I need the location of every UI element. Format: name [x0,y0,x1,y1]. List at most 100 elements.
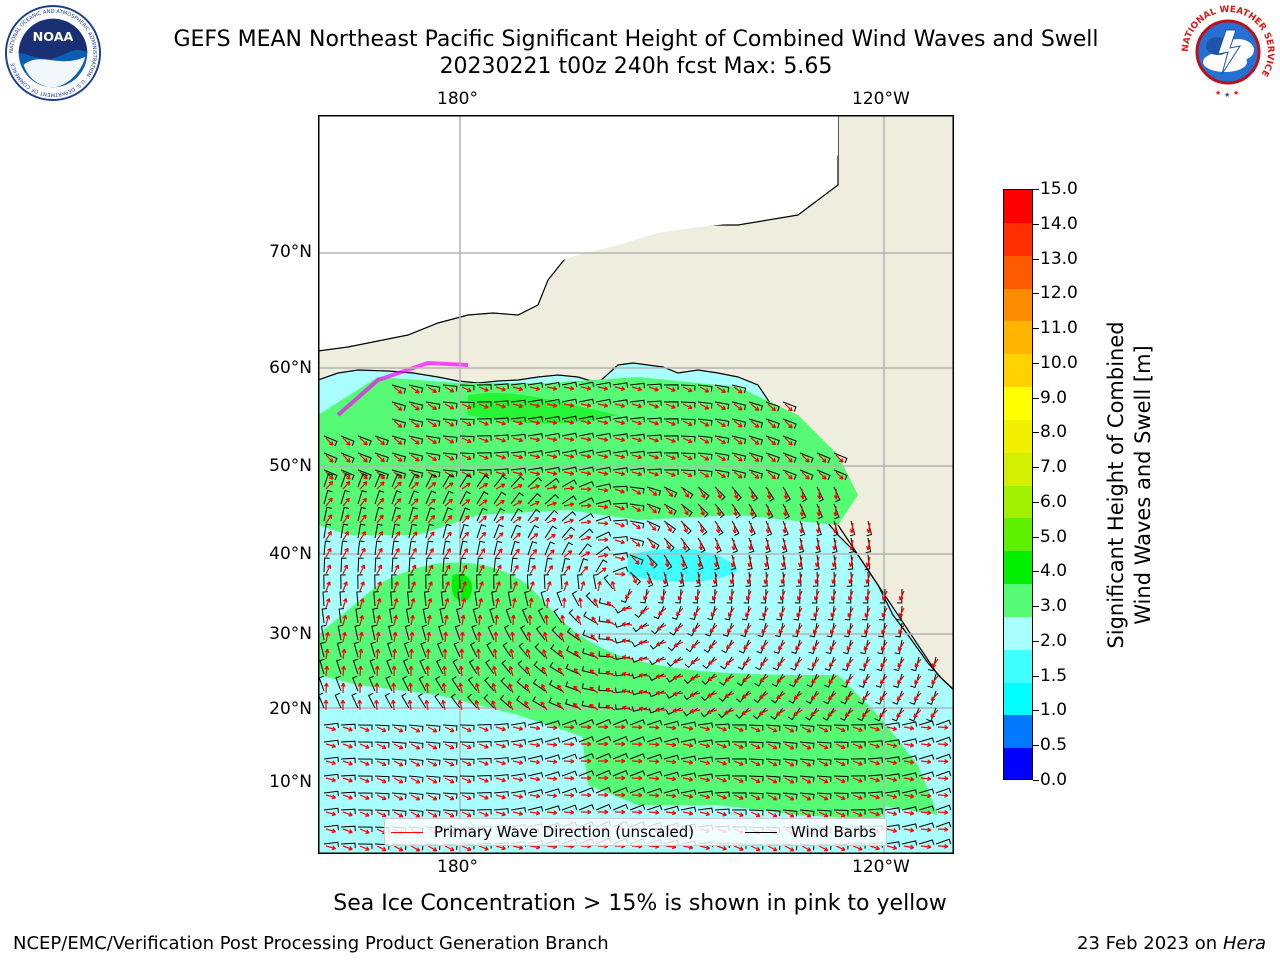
wave-direction-arrow [709,624,718,633]
wind-barb [774,622,784,638]
wave-direction-arrow [614,556,626,561]
footer-credit: NCEP/EMC/Verification Post Processing Pr… [13,933,609,954]
vector-field [318,381,952,852]
colorbar-segment [1004,321,1032,355]
wave-direction-arrow [541,666,548,677]
wave-direction-arrow [512,500,523,507]
wind-barb [718,690,733,702]
wave-direction-arrow [546,420,558,425]
wind-barb [827,605,835,621]
wind-barb [459,418,475,425]
wind-barb [387,641,393,658]
wind-barb [891,707,903,722]
wind-barb [323,506,332,522]
wave-direction-arrow [393,420,403,428]
wave-direction-arrow [614,539,625,545]
wave-direction-arrow [529,420,541,425]
wave-direction-arrow [638,640,650,646]
wave-direction-arrow [750,471,760,479]
wind-barb [553,608,563,624]
wind-barb [736,673,750,687]
wind-barb [782,724,798,732]
wind-barb [714,740,730,746]
wind-barb [841,673,852,688]
wave-direction-arrow [580,581,586,592]
wave-direction-arrow [903,827,915,833]
wind-barb [680,452,696,459]
wind-barb [408,523,417,539]
wave-direction-swatch [391,832,423,833]
wave-direction-arrow [903,776,915,782]
wind-barb [697,503,709,518]
wave-direction-arrow [393,614,398,626]
wave-direction-arrow [597,386,609,391]
wave-direction-arrow [393,437,403,445]
wind-barb [323,523,332,539]
wave-direction-arrow [621,655,633,660]
wind-barb [472,607,479,624]
wind-barb [578,787,595,794]
wave-direction-arrow [693,607,701,617]
wind-barb [629,787,646,794]
wind-barb [340,506,350,522]
wave-direction-arrow [631,403,643,409]
wind-barb [459,469,475,476]
wind-barb [740,622,750,638]
wave-direction-arrow [793,709,803,717]
wave-direction-arrow [614,571,626,577]
wave-direction-arrow [784,760,795,767]
wave-direction-arrow [509,648,515,660]
wind-barb [418,675,427,692]
wind-barb [629,537,645,547]
wind-barb [408,473,420,488]
wave-direction-arrow [461,454,472,461]
wind-barb [653,605,665,620]
wave-direction-arrow [747,556,753,568]
wave-direction-arrow [699,794,711,800]
wind-barb [493,808,509,814]
wave-direction-arrow [780,573,786,584]
wave-direction-arrow [699,420,710,427]
wind-barb [755,656,767,671]
wave-direction-arrow [546,793,558,799]
wave-direction-arrow [444,794,455,801]
wave-direction-arrow [597,454,609,459]
wind-barb [667,639,682,652]
wave-direction-arrow [410,481,420,490]
wave-direction-arrow [784,454,793,463]
wave-direction-arrow [672,691,684,697]
wave-direction-arrow [696,573,701,585]
wave-direction-arrow [512,471,524,477]
wave-direction-arrow [665,386,676,392]
wave-direction-arrow [427,743,438,750]
wave-direction-arrow [580,503,592,509]
wind-barb [759,605,767,621]
wind-barb [788,690,801,704]
wind-barb [773,639,784,654]
wind-barb [390,591,396,607]
wind-barb [901,789,918,795]
wind-barb [731,809,747,815]
wave-direction-arrow [325,828,337,834]
wave-direction-arrow [358,631,364,643]
wind-barb [578,449,595,456]
wave-direction-arrow [793,692,803,700]
wind-barb [425,452,441,461]
wave-direction-arrow [393,454,403,462]
wave-direction-arrow [767,403,777,412]
wave-direction-arrow [614,488,625,494]
wave-direction-arrow [359,437,368,446]
wind-barb [765,418,780,429]
wind-barb [527,508,541,522]
wave-direction-arrow [852,845,863,851]
wind-barb [663,486,678,498]
wind-barb [408,384,424,394]
wind-barb [391,724,407,732]
wave-direction-arrow [577,597,583,609]
wave-direction-arrow [572,702,582,711]
wind-barb [926,690,937,705]
wind-barb [700,707,716,718]
wave-direction-arrow [869,743,880,749]
wave-direction-arrow [713,556,719,568]
wave-direction-arrow [563,436,575,442]
